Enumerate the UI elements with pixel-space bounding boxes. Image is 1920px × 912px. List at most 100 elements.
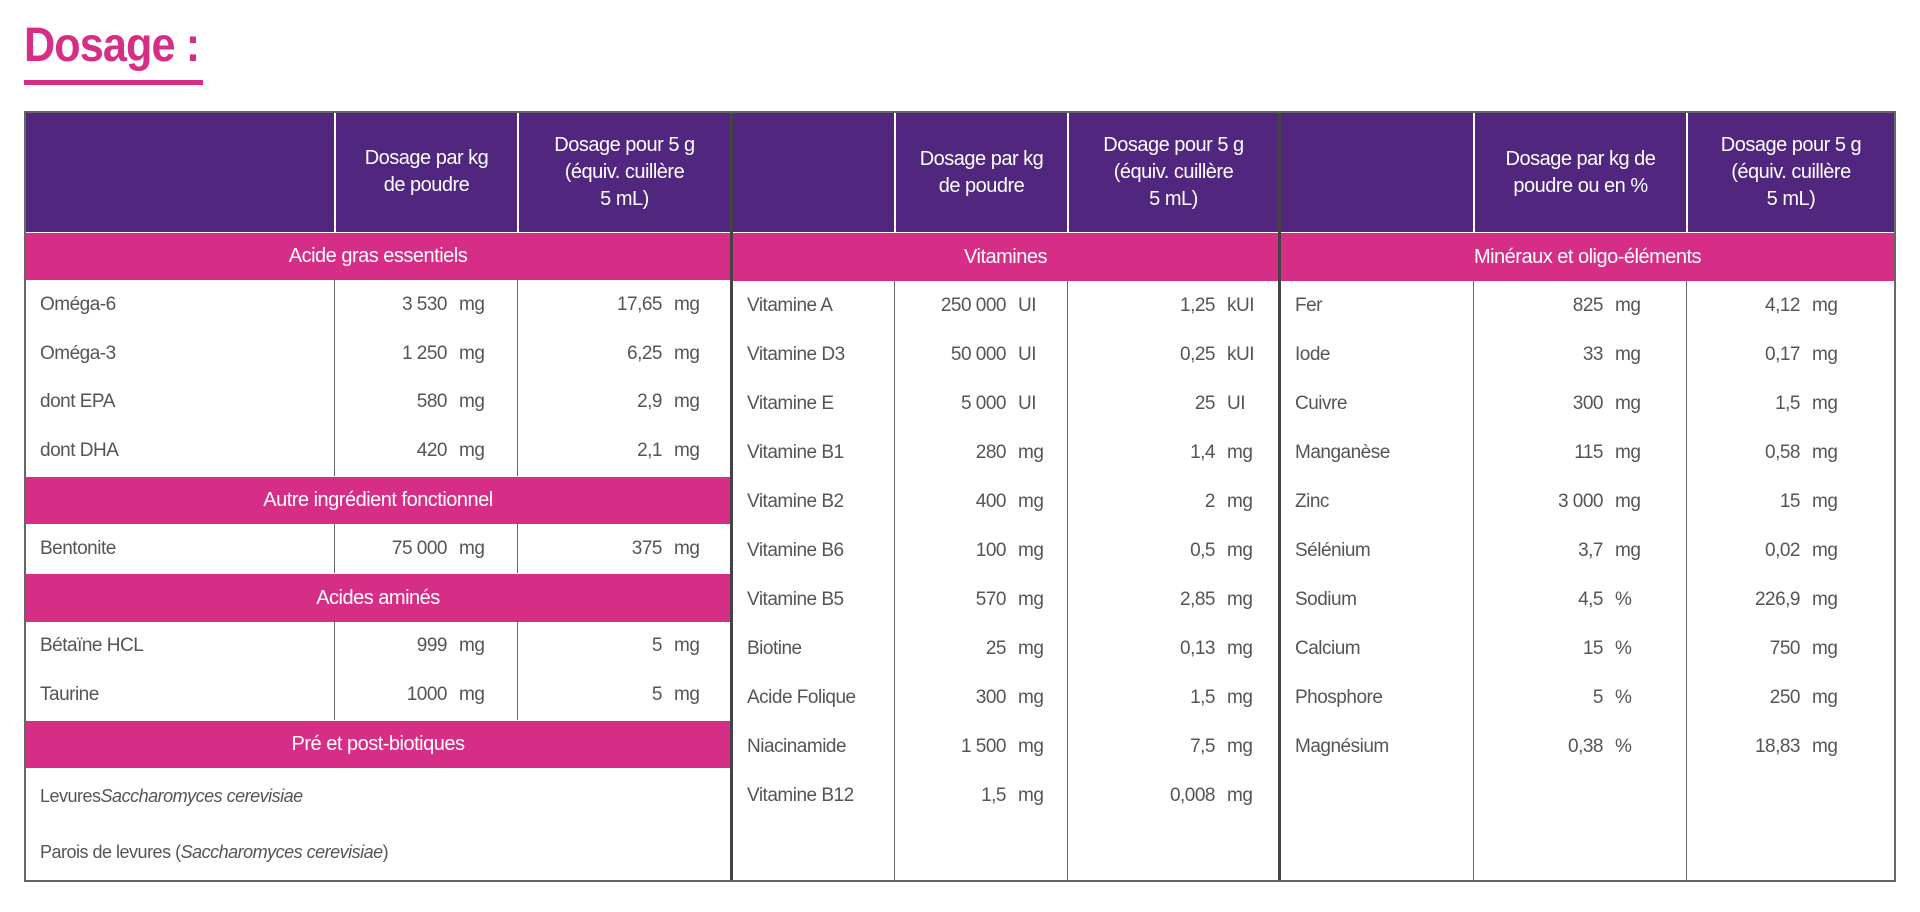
dosage-per-kg: 3,7 mg [1473,526,1686,575]
value: 15 [1779,490,1801,512]
unit: mg [674,537,700,559]
ingredient-name: Vitamine B5 [747,588,844,610]
dosage-per-5g: 1,25 kUI [1067,281,1278,330]
unit: mg [459,635,485,657]
ingredient-name: Niacinamide [747,735,847,757]
value: 5 [651,635,663,657]
unit: UI [1018,343,1037,365]
dosage-per-5g: 5 mg [517,622,730,671]
ingredient-name: Vitamine E [747,392,834,414]
unit: mg [1227,735,1253,757]
table-row: Sélénium 3,7 mg 0,02 mg [1281,526,1894,575]
ingredient-name: Iode [1295,343,1330,365]
unit: mg [1227,637,1253,659]
table-row: Levures Saccharomyces cerevisiae [26,768,730,824]
value: 0,13 [1180,637,1215,659]
value: 300 [1572,392,1604,414]
dosage-per-5g: 0,25 kUI [1067,330,1278,379]
unit: kUI [1227,343,1255,365]
unit: mg [674,684,700,706]
dosage-per-kg: 5 000 UI [894,379,1067,428]
ingredient-name: dont DHA [40,440,119,462]
table-row: Fer 825 mg 4,12 mg [1281,281,1894,330]
dosage-per-5g: 0,008 mg [1067,771,1278,820]
dosage-per-kg: 580 mg [334,377,517,427]
dosage-per-kg: 15% [1473,624,1686,673]
unit: mg [674,635,700,657]
dosage-per-kg: 1 250 mg [334,329,517,378]
unit: mg [674,391,700,413]
value: 15 [1582,637,1604,659]
table-row: Iode 33 mg 0,17 mg [1281,330,1894,379]
table-row: Calcium 15% 750 mg [1281,624,1894,673]
value: 2,9 [637,391,662,413]
value: 3 000 [1557,490,1604,512]
table-row: Vitamine A 250 000 UI 1,25 kUI [733,281,1278,330]
unit: mg [1227,441,1253,463]
unit: mg [1812,392,1838,414]
unit: mg [1018,539,1044,561]
dosage-per-kg: 3 530 mg [334,280,517,330]
unit: mg [1615,392,1641,414]
ingredient-name: dont EPA [40,391,115,413]
value: 0,58 [1765,441,1800,463]
dosage-per-5g: 17,65 mg [517,280,730,330]
unit: mg [674,342,700,364]
table-row: Zinc 3 000 mg 15 mg [1281,477,1894,526]
value: 580 [416,391,448,413]
dosage-per-kg: 1000 mg [334,670,517,720]
dosage-per-5g: 25 UI [1067,379,1278,428]
value: 0,5 [1190,539,1215,561]
value: 300 [975,686,1007,708]
unit: mg [1615,490,1641,512]
dosage-per-5g: 2,9 mg [517,377,730,427]
unit: kUI [1227,294,1255,316]
value: 18,83 [1754,735,1801,757]
dosage-per-5g: 15 mg [1686,477,1894,526]
unit: mg [459,342,485,364]
unit: mg [674,293,700,315]
dosage-per-5g: 2,85 mg [1067,575,1278,624]
ingredient-name: Zinc [1295,490,1329,512]
value: 4,5 [1578,588,1603,610]
ingredient-latin-name: Saccharomyces cerevisiae [180,841,384,862]
empty-cell [1686,771,1894,880]
ingredient-name: Taurine [40,684,99,706]
table-row: dont DHA 420 mg 2,1 mg [26,426,730,476]
section-header: Vitamines [733,232,1278,281]
dosage-per-kg: 25 mg [894,624,1067,673]
unit: mg [459,684,485,706]
dosage-per-kg: 75 000 mg [334,524,517,574]
unit: mg [1812,294,1838,316]
column-header: Dosage pour 5 g (équiv. cuillère 5 mL) [1067,113,1278,232]
value: 1,5 [1190,686,1215,708]
value: 25 [1194,392,1216,414]
section-header: Autre ingrédient fonctionnel [26,475,730,525]
value: 280 [975,441,1007,463]
unit: mg [1812,588,1838,610]
value: 400 [975,490,1007,512]
value: 25 [985,637,1007,659]
dosage-per-5g: 5 mg [517,670,730,720]
dosage-per-kg: 999 mg [334,622,517,671]
value: 2 [1204,490,1216,512]
unit: mg [459,391,485,413]
dosage-per-5g: 4,12 mg [1686,281,1894,330]
dosage-per-5g: 0,5 mg [1067,526,1278,575]
unit: mg [1615,294,1641,316]
unit: mg [1615,441,1641,463]
dosage-per-kg: 100 mg [894,526,1067,575]
table-row: Bentonite 75 000 mg 375 mg [26,524,730,574]
value: 1 500 [960,735,1007,757]
dosage-per-kg: 5% [1473,673,1686,722]
empty-cell [1473,771,1686,880]
value: 33 [1582,343,1604,365]
unit: mg [1227,588,1253,610]
column-header: Dosage pour 5 g (équiv. cuillère 5 mL) [517,113,730,232]
dosage-per-kg: 115 mg [1473,428,1686,477]
table-panel: Dosage par kg de poudre Dosage pour 5 g (… [733,113,1281,880]
dosage-per-5g: 0,58 mg [1686,428,1894,477]
value: 420 [416,440,448,462]
ingredient-name: Sélénium [1295,539,1371,561]
table-row: Oméga-6 3 530 mg 17,65 mg [26,280,730,330]
